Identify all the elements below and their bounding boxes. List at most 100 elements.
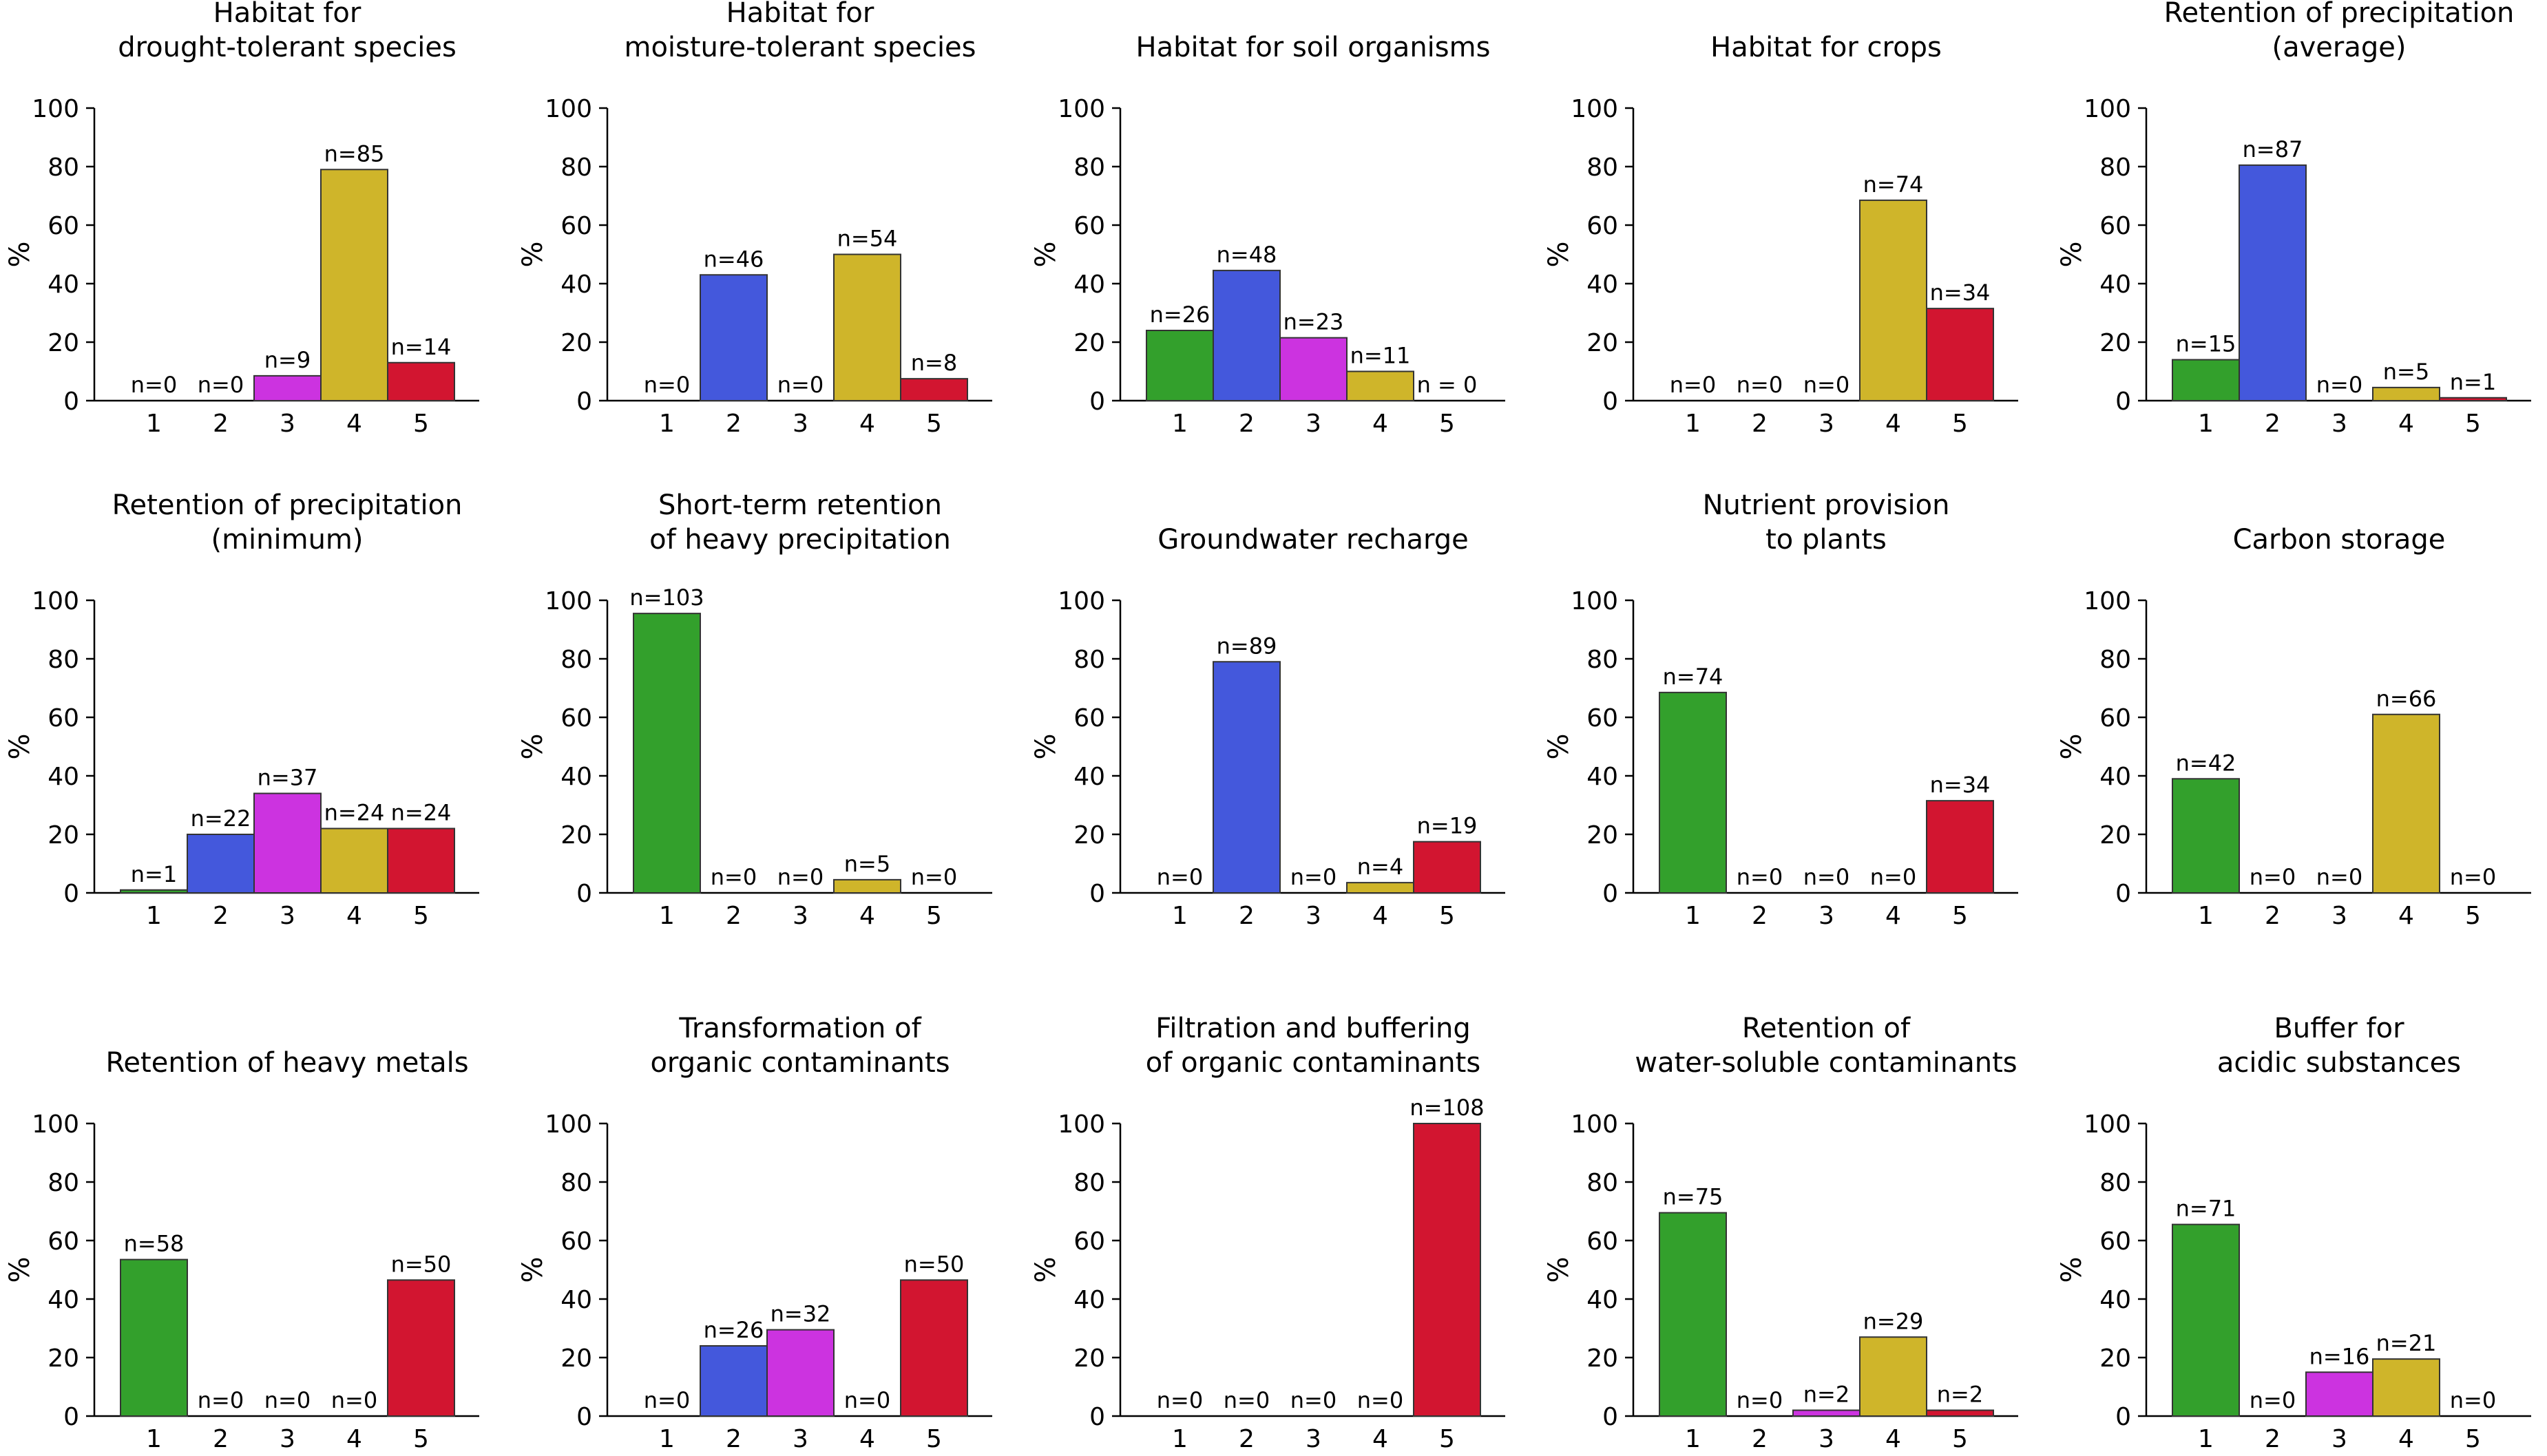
chart-title-line: to plants: [1765, 524, 1887, 556]
y-tick-label: 100: [2084, 95, 2131, 123]
bar: [633, 613, 701, 894]
bar-count-label: n=1: [131, 861, 177, 887]
x-tick-label: 1: [2198, 902, 2214, 930]
bar-count-label: n=74: [1663, 664, 1723, 690]
y-tick-label: 20: [1586, 329, 1618, 357]
bar-count-label: n=42: [2176, 750, 2236, 776]
x-tick-label: 3: [1818, 1425, 1834, 1453]
y-tick-label: 0: [1602, 880, 1618, 908]
x-tick-label: 5: [413, 1425, 429, 1453]
chart-title: Retention of heavy metals: [105, 1047, 468, 1079]
x-tick-label: 5: [926, 1425, 942, 1453]
x-tick-label: 4: [346, 902, 362, 930]
bar-count-label: n=0: [2450, 1387, 2496, 1413]
bar-count-label: n=50: [391, 1251, 452, 1277]
y-tick-label: 60: [1586, 704, 1618, 732]
y-axis-label: %: [4, 241, 36, 267]
x-tick-label: 3: [1306, 1425, 1321, 1453]
y-tick-label: 0: [2115, 880, 2131, 908]
x-tick-label: 2: [1752, 1425, 1768, 1453]
chart-title-line: Habitat for crops: [1710, 32, 1942, 63]
chart-panel: Retention of precipitation(minimum) 0 20 40…: [4, 489, 479, 930]
y-tick-label: 0: [2115, 1403, 2131, 1431]
x-tick-label: 4: [2398, 410, 2414, 438]
x-tick-label: 1: [1172, 902, 1188, 930]
y-tick-label: 0: [1089, 1403, 1105, 1431]
bar-count-label: n=24: [324, 800, 385, 826]
y-tick-label: 20: [1073, 821, 1105, 850]
y-tick-label: 100: [32, 1110, 79, 1139]
bar-count-label: n=0: [2250, 1387, 2296, 1413]
chart-title: Habitat for drought-tolerant species: [118, 0, 457, 63]
bar: [1413, 1123, 1481, 1417]
x-tick-label: 2: [2265, 1425, 2281, 1453]
x-tick-label: 2: [1239, 1425, 1255, 1453]
bar-count-label: n=0: [1290, 1387, 1337, 1413]
bar-count-label: n=4: [1357, 854, 1403, 880]
x-tick-label: 1: [1685, 1425, 1701, 1453]
bar-count-label: n=75: [1663, 1184, 1723, 1210]
x-tick-label: 2: [2265, 410, 2281, 438]
x-tick-label: 5: [1439, 902, 1455, 930]
bar-count-label: n=0: [2316, 372, 2362, 398]
bar-count-label: n=0: [844, 1387, 890, 1413]
x-tick-label: 4: [859, 1425, 875, 1453]
bar: [187, 834, 255, 894]
x-tick-label: 2: [1239, 902, 1255, 930]
y-tick-label: 40: [2099, 763, 2131, 791]
y-axis-label: %: [4, 1256, 36, 1283]
bar-count-label: n=0: [644, 1387, 690, 1413]
x-tick-label: 1: [659, 1425, 675, 1453]
y-tick-label: 20: [560, 329, 592, 357]
bar: [833, 878, 901, 894]
y-tick-label: 80: [1073, 1169, 1105, 1197]
x-tick-label: 5: [1952, 410, 1968, 438]
x-tick-label: 4: [859, 902, 875, 930]
chart-title-line: of organic contaminants: [1146, 1047, 1480, 1079]
bar: [2372, 713, 2440, 894]
y-tick-label: 60: [2099, 704, 2131, 732]
x-tick-label: 4: [2398, 902, 2414, 930]
y-tick-label: 60: [1073, 212, 1105, 240]
bar-count-label: n=16: [2309, 1343, 2370, 1369]
bar-count-label: n=0: [198, 1387, 244, 1413]
y-tick-label: 80: [2099, 646, 2131, 674]
x-tick-label: 5: [1952, 1425, 1968, 1453]
bar-count-label: n=24: [391, 800, 452, 826]
bar: [2172, 359, 2240, 401]
bar-count-label: n=0: [2316, 864, 2362, 890]
bar-count-label: n=5: [844, 851, 890, 877]
bar-count-label: n=0: [644, 372, 690, 398]
chart-title-line: Groundwater recharge: [1157, 524, 1469, 556]
bar-count-label: n=0: [131, 372, 177, 398]
bar: [1859, 199, 1927, 401]
bar-count-label: n=15: [2176, 331, 2236, 357]
bar-count-label: n=103: [629, 584, 704, 611]
y-tick-label: 100: [2084, 1110, 2131, 1139]
y-tick-label: 60: [1073, 1227, 1105, 1256]
y-tick-label: 60: [560, 212, 592, 240]
x-tick-label: 2: [1239, 410, 1255, 438]
y-tick-label: 100: [2084, 587, 2131, 615]
chart-panel: Habitat for crops 0 20 40 60 80 100% 1 n=0 2 n=0 3 n…: [1543, 32, 2018, 438]
x-tick-label: 2: [1752, 410, 1768, 438]
bar-count-label: n=26: [1150, 302, 1210, 328]
bar-count-label: n=0: [1737, 372, 1783, 398]
x-tick-label: 1: [1685, 410, 1701, 438]
y-axis-label: %: [1030, 1256, 1062, 1283]
bar-count-label: n=0: [1803, 372, 1849, 398]
y-tick-label: 60: [48, 704, 79, 732]
x-tick-label: 1: [1172, 410, 1188, 438]
bar: [1279, 337, 1348, 401]
y-axis-label: %: [1030, 733, 1062, 759]
y-tick-label: 80: [48, 646, 79, 674]
chart-title-line: Habitat for soil organisms: [1136, 32, 1491, 63]
bar: [320, 827, 388, 894]
bar-count-label: n=0: [777, 864, 824, 890]
chart-title-line: Short-term retention: [658, 489, 942, 521]
bar-count-label: n=0: [2250, 864, 2296, 890]
x-tick-label: 5: [2465, 1425, 2481, 1453]
